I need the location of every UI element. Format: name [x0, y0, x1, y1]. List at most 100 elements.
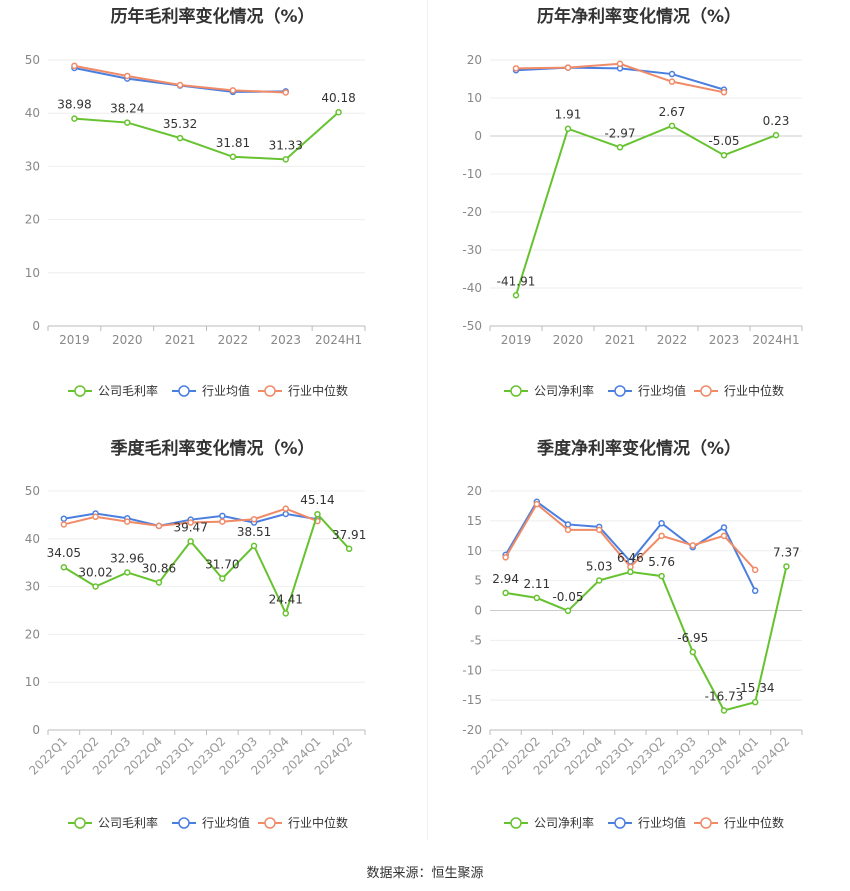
- chart-title: 季度净利率变化情况（%）: [536, 439, 742, 459]
- legend-swatch-marker: [614, 385, 626, 397]
- data-point-median: [187, 519, 194, 526]
- data-point-median: [564, 526, 572, 534]
- legend-label: 行业均值: [202, 383, 250, 398]
- data-label: 40.18: [321, 91, 355, 105]
- x-tick-label: 2021: [165, 333, 196, 347]
- legend-swatch-marker: [614, 817, 626, 829]
- y-tick-label: 0: [474, 604, 482, 618]
- data-point-median: [616, 60, 624, 68]
- legend-swatch-marker: [178, 817, 190, 829]
- data-point-company: [751, 698, 759, 706]
- data-point-median: [155, 522, 163, 530]
- data-point-company: [124, 569, 131, 576]
- data-label: 5.03: [586, 559, 613, 573]
- x-tick-label: 2020: [553, 333, 584, 347]
- data-point-company: [616, 144, 624, 151]
- data-point-median: [658, 532, 665, 540]
- x-tick-label: 2023: [709, 333, 740, 347]
- data-label: 35.32: [163, 117, 197, 131]
- x-tick-label: 2021: [605, 333, 636, 347]
- x-tick-label: 2023: [270, 333, 301, 347]
- legend-label: 行业中位数: [288, 383, 348, 398]
- y-tick-label: 0: [32, 723, 40, 737]
- data-point-median: [282, 505, 289, 512]
- legend-label: 公司净利率: [534, 815, 594, 830]
- data-label: -6.95: [677, 631, 708, 645]
- y-tick-label: -30: [462, 243, 482, 257]
- data-point-avg: [751, 587, 759, 595]
- data-label: -15.34: [736, 681, 775, 695]
- data-point-median: [751, 566, 759, 574]
- y-tick-label: 10: [467, 544, 482, 558]
- series-line-company: [63, 512, 350, 617]
- data-label: 7.37: [773, 545, 800, 559]
- data-label: -16.73: [705, 689, 744, 703]
- y-tick-label: 20: [467, 484, 482, 498]
- data-point-company: [564, 607, 572, 615]
- data-point-company: [176, 134, 184, 142]
- data-point-company: [282, 156, 289, 163]
- data-point-company: [187, 538, 194, 545]
- data-point-company: [219, 575, 226, 582]
- legend-swatch-marker: [74, 817, 86, 829]
- legend-swatch-marker: [700, 817, 712, 829]
- data-point-avg: [564, 521, 572, 528]
- data-point-median: [720, 89, 728, 96]
- legend-swatch-marker: [74, 385, 86, 397]
- y-tick-label: 30: [25, 159, 40, 173]
- data-point-company: [783, 563, 790, 570]
- data-point-company: [250, 542, 258, 550]
- data-point-median: [71, 62, 78, 70]
- data-point-company: [124, 119, 131, 126]
- data-label: 38.98: [57, 98, 91, 112]
- data-label: 5.76: [648, 555, 675, 569]
- y-tick-label: -20: [462, 205, 482, 219]
- legend-swatch-marker: [264, 817, 276, 829]
- data-point-company: [689, 648, 697, 656]
- data-point-company: [720, 151, 728, 159]
- chart-annual-gross: 历年毛利率变化情况（%） 0 10 20 30 40 50 2019 2020 2021 2022…: [0, 0, 425, 410]
- chart-title: 季度毛利率变化情况（%）: [110, 439, 315, 459]
- y-tick-label: 20: [467, 53, 482, 67]
- chart-svg: -20-15-10-5051015202022Q12022Q22022Q3202…: [462, 484, 803, 830]
- data-point-median: [720, 532, 728, 540]
- chart-quarterly-net: 季度净利率变化情况（%） -20 -15 -10 -5 0 5 10 15 20 2022Q1 20…: [428, 432, 850, 842]
- panel-divider: [427, 0, 428, 840]
- data-label: 31.70: [205, 557, 239, 571]
- data-point-company: [772, 131, 780, 139]
- data-point-median: [92, 513, 99, 521]
- data-point-avg: [668, 70, 676, 78]
- data-point-median: [564, 64, 572, 71]
- y-tick-label: 10: [25, 675, 40, 689]
- data-point-avg: [282, 510, 289, 518]
- y-tick-label: 20: [25, 627, 40, 641]
- y-tick-label: -20: [462, 723, 482, 737]
- y-tick-label: -10: [462, 663, 482, 677]
- legend-swatch-marker: [264, 385, 276, 397]
- y-tick-label: -15: [462, 693, 482, 707]
- x-tick-label: 2022: [657, 333, 688, 347]
- data-point-median: [229, 87, 237, 94]
- y-tick-label: 40: [25, 532, 40, 546]
- data-point-company: [71, 115, 78, 122]
- data-point-company: [60, 563, 68, 571]
- data-point-company: [92, 583, 99, 590]
- data-label: 31.81: [216, 136, 250, 150]
- data-point-company: [314, 510, 321, 518]
- data-point-company: [627, 568, 634, 576]
- data-point-avg: [658, 520, 665, 527]
- data-label: 39.47: [173, 520, 207, 534]
- data-point-company: [229, 153, 237, 161]
- data-point-median: [502, 554, 509, 561]
- legend-swatch-marker: [700, 385, 712, 397]
- data-point-company: [720, 707, 728, 714]
- data-point-median: [533, 500, 541, 508]
- data-point-median: [627, 563, 634, 571]
- data-label: 24.41: [269, 592, 303, 606]
- chart-quarterly-gross: 季度毛利率变化情况（%） 0 10 20 30 40 50 2022Q1 2022Q2 2022…: [0, 432, 425, 842]
- data-label: 38.51: [237, 525, 271, 539]
- chart-title: 历年净利率变化情况（%）: [536, 7, 742, 27]
- legend-label: 行业均值: [638, 815, 686, 830]
- legend-swatch-marker: [510, 385, 522, 397]
- legend-label: 行业均值: [202, 815, 250, 830]
